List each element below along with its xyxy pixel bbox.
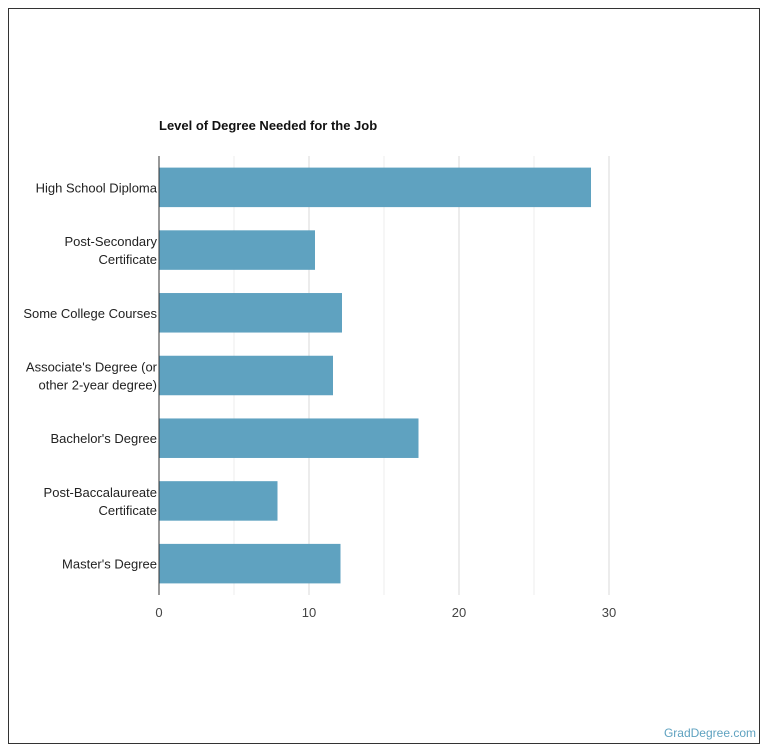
category-label-5: Post-Baccalaureate Certificate bbox=[44, 485, 157, 518]
bar-2 bbox=[159, 293, 342, 333]
bar-3 bbox=[159, 355, 333, 396]
chart-title: Level of Degree Needed for the Job bbox=[159, 118, 378, 133]
x-tick-label-20: 20 bbox=[452, 605, 466, 620]
category-label-6: Master's Degree bbox=[62, 557, 157, 572]
bar-4 bbox=[159, 418, 419, 458]
x-tick-label-30: 30 bbox=[602, 605, 616, 620]
source-watermark: GradDegree.com bbox=[663, 726, 756, 740]
bar-5 bbox=[159, 481, 278, 521]
category-label-0: High School Diploma bbox=[36, 180, 158, 195]
category-label-4: Bachelor's Degree bbox=[50, 431, 157, 446]
x-tick-label-10: 10 bbox=[302, 605, 316, 620]
category-label-2: Some College Courses bbox=[23, 306, 157, 321]
bar-0 bbox=[159, 167, 591, 208]
category-label-1: Post-Secondary Certificate bbox=[65, 234, 158, 267]
bar-6 bbox=[159, 543, 341, 584]
x-tick-label-0: 0 bbox=[155, 605, 162, 620]
bar-1 bbox=[159, 230, 315, 270]
category-label-3: Associate's Degree (or other 2-year degre… bbox=[26, 360, 158, 393]
